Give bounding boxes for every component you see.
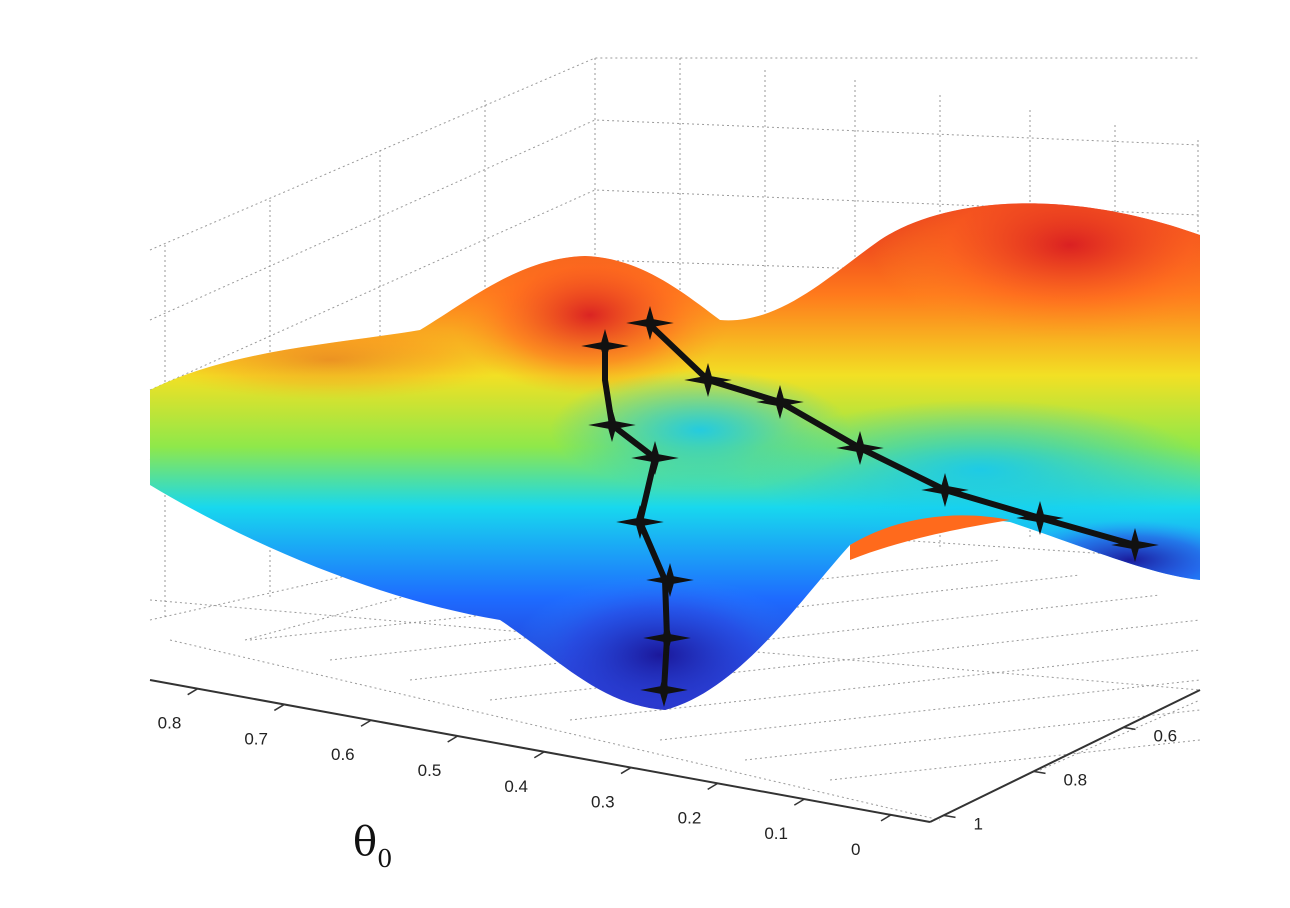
x-tick-mark xyxy=(447,735,459,743)
path2-marker xyxy=(626,306,674,340)
x-tick-label: 0.2 xyxy=(678,808,702,827)
x-tick-label: 0 xyxy=(851,840,860,859)
theta1-axis xyxy=(929,689,1201,823)
path2-marker xyxy=(684,363,732,397)
path2-marker xyxy=(1016,501,1064,535)
x-tick-label: 0.5 xyxy=(418,761,442,780)
path1-marker xyxy=(631,441,679,475)
x-tick-label: 0.6 xyxy=(331,745,355,764)
x-tick-mark xyxy=(360,719,372,727)
x-tick-mark xyxy=(187,688,199,696)
loss-surface xyxy=(150,203,1200,710)
x-tick-mark xyxy=(707,782,719,790)
x-tick-mark xyxy=(533,751,545,759)
y-tick-mark xyxy=(1123,726,1136,731)
x-tick-label: 0.7 xyxy=(244,729,268,748)
x-axis-title: θ0 xyxy=(353,819,392,873)
path2-marker xyxy=(756,385,804,419)
path2-marker xyxy=(836,431,884,465)
x-tick-mark xyxy=(793,798,805,806)
x-tick-mark xyxy=(273,703,285,712)
y-tick-label: 0.6 xyxy=(1154,726,1178,745)
x-tick-label: 0.1 xyxy=(764,824,788,843)
path1-marker xyxy=(643,621,691,655)
theta0-axis xyxy=(149,679,931,823)
theta1-ticks: 1 0.8 0.6 xyxy=(943,726,1178,833)
y-tick-label: 0.8 xyxy=(1064,770,1088,789)
front-basin xyxy=(510,575,810,710)
path1-marker xyxy=(646,563,694,597)
path1-marker xyxy=(588,408,636,442)
path1-marker xyxy=(581,329,629,363)
axes xyxy=(149,679,1201,823)
x-tick-label: 0.3 xyxy=(591,793,615,812)
y-tick-mark xyxy=(1033,770,1046,775)
x-tick-label: 0.8 xyxy=(158,714,182,733)
right-hill xyxy=(870,203,1200,340)
right-trough xyxy=(1010,520,1200,600)
theta0-ticks: 0.8 0.7 0.6 0.5 0.4 0.3 0.2 0.1 0 xyxy=(158,688,892,859)
path1-marker xyxy=(640,673,688,707)
y-tick-label: 1 xyxy=(974,814,983,833)
path1-marker xyxy=(616,505,664,539)
x-tick-mark xyxy=(880,814,892,822)
x-tick-label: 0.4 xyxy=(504,777,528,796)
y-tick-mark xyxy=(943,814,956,819)
path2-marker xyxy=(921,473,969,507)
path2-marker xyxy=(1111,528,1159,562)
x-tick-mark xyxy=(620,766,632,775)
